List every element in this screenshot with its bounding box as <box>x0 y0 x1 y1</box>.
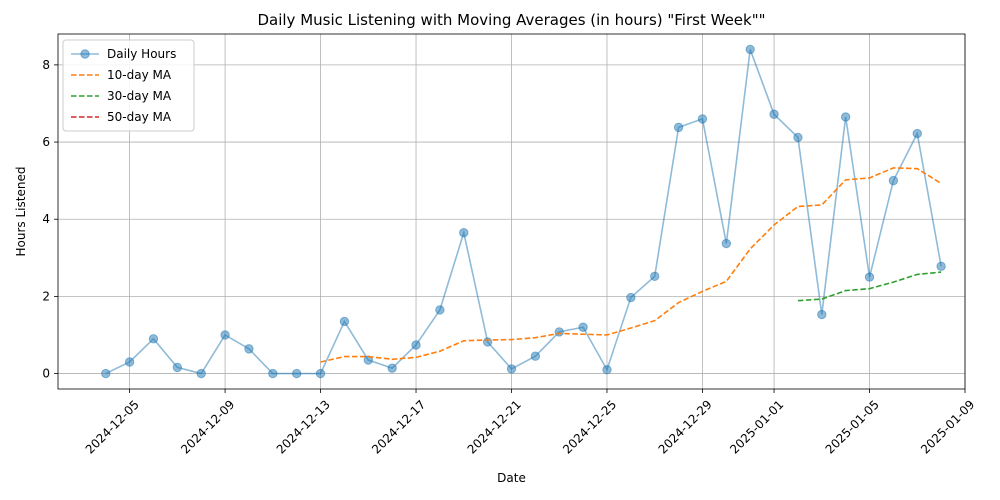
daily-hours-point <box>291 368 302 379</box>
daily-hours-point <box>697 114 708 124</box>
daily-hours-point <box>220 330 230 340</box>
y-tick-label: 4 <box>42 212 50 226</box>
x-axis-label: Date <box>497 471 526 485</box>
y-axis-label: Hours Listened <box>14 167 28 257</box>
series-layer <box>101 44 946 379</box>
daily-hours-point <box>793 132 803 143</box>
daily-hours-point <box>387 363 397 373</box>
daily-hours-point <box>459 228 469 238</box>
daily-hours-point <box>148 334 159 344</box>
daily-hours-point <box>411 340 421 350</box>
daily-hours-point <box>506 364 517 374</box>
y-tick-label: 2 <box>42 289 50 303</box>
daily-hours-point <box>626 292 636 303</box>
legend-label-50-day-ma: 50-day MA <box>107 110 172 124</box>
daily-hours-point <box>721 238 732 249</box>
daily-hours-point <box>482 337 493 347</box>
daily-hours-point <box>554 327 564 337</box>
daily-hours-point <box>602 365 612 375</box>
legend: Daily Hours 10-day MA 30-day MA 50-day MA <box>62 39 195 132</box>
daily-hours-point <box>196 368 206 379</box>
daily-hours-point <box>244 344 254 354</box>
daily-hours-point <box>673 122 684 133</box>
daily-hours-point <box>315 368 326 379</box>
10-day-ma-line <box>320 167 942 363</box>
y-axis: 0 2 4 6 8 <box>42 58 58 381</box>
daily-hours-point <box>435 305 445 315</box>
legend-label-10-day-ma: 10-day MA <box>107 68 172 82</box>
daily-hours-point <box>888 175 899 186</box>
daily-hours-point <box>864 272 875 282</box>
daily-hours-point <box>124 357 135 367</box>
daily-hours-point <box>817 309 827 320</box>
legend-marker-daily-hours <box>80 49 90 59</box>
daily-hours-point <box>578 322 588 332</box>
daily-hours-point <box>936 261 946 271</box>
daily-hours-point <box>530 351 541 361</box>
30-day-ma-line <box>797 271 942 302</box>
chart-title: Daily Music Listening with Moving Averag… <box>257 11 765 29</box>
daily-hours-point <box>912 128 922 139</box>
y-tick-label: 6 <box>42 135 50 149</box>
daily-hours-point <box>769 109 779 119</box>
daily-hours-point <box>840 112 851 122</box>
daily-hours-point <box>268 368 278 379</box>
daily-hours-point <box>172 362 183 373</box>
legend-box <box>62 39 195 132</box>
legend-label-daily-hours: Daily Hours <box>107 47 176 61</box>
daily-hours-point <box>745 44 755 55</box>
y-tick-label: 0 <box>42 367 50 381</box>
daily-hours-point <box>101 368 111 379</box>
legend-label-30-day-ma: 30-day MA <box>107 89 172 103</box>
y-tick-label: 8 <box>42 58 50 72</box>
daily-hours-point <box>339 316 350 327</box>
daily-hours-point <box>650 271 660 282</box>
